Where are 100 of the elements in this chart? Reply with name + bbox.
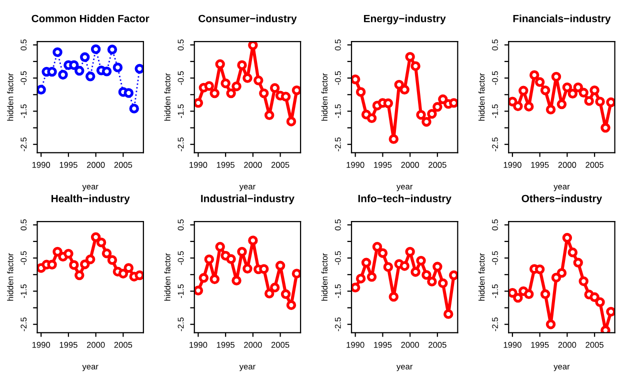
point: [102, 66, 112, 76]
y-tick-label: 0.5: [492, 39, 498, 50]
point: [74, 270, 84, 280]
point: [513, 292, 523, 303]
point: [194, 286, 204, 296]
point: [194, 98, 204, 108]
y-tick-label: -0.5: [20, 71, 27, 85]
point: [52, 47, 62, 58]
x-tick-label: 2000: [244, 162, 262, 168]
point: [220, 78, 230, 88]
point: [96, 238, 106, 248]
point: [578, 88, 588, 98]
chart-title: Industrial−industry: [201, 194, 294, 204]
point: [400, 261, 410, 271]
point: [52, 246, 62, 257]
x-tick-label: 2000: [86, 162, 105, 168]
point: [210, 88, 220, 98]
point: [562, 82, 572, 92]
y-tick-label: -1.5: [178, 104, 184, 118]
point: [259, 264, 269, 274]
point: [388, 292, 399, 302]
point: [248, 236, 258, 246]
point: [388, 134, 399, 144]
y-axis-title: hidden factor: [164, 73, 170, 121]
x-tick-label: 2005: [586, 162, 604, 168]
y-tick-label: -1.5: [492, 284, 498, 298]
point: [118, 268, 128, 278]
point: [540, 289, 550, 300]
y-tick-label: -2.5: [334, 138, 341, 152]
x-tick-label: 2000: [244, 342, 262, 348]
x-tick-label: 2005: [586, 342, 604, 348]
point: [513, 101, 523, 112]
point: [410, 61, 420, 71]
y-tick-label: 0.5: [20, 219, 27, 230]
y-tick-label: -1.5: [335, 284, 341, 298]
point: [448, 98, 458, 108]
point: [422, 270, 432, 280]
point: [242, 264, 252, 274]
point: [546, 104, 556, 114]
y-tick-label: -2.5: [492, 318, 498, 332]
y-tick-label: -0.5: [492, 251, 498, 265]
x-tick-label: 2005: [428, 342, 446, 348]
point: [292, 268, 301, 278]
point: [204, 81, 214, 91]
point: [37, 84, 46, 95]
point: [69, 60, 79, 70]
x-axis-title: year: [82, 184, 98, 192]
point: [546, 319, 556, 330]
point: [237, 246, 247, 257]
point: [378, 248, 388, 258]
point: [85, 254, 96, 264]
point: [595, 297, 605, 307]
x-tick-label: 1995: [216, 342, 234, 348]
y-tick-label: -0.5: [334, 71, 341, 85]
point: [248, 42, 258, 50]
point: [129, 104, 139, 114]
y-tick-label: -0.5: [178, 71, 184, 85]
point: [198, 273, 209, 283]
x-tick-label: 2000: [86, 342, 105, 348]
x-tick-label: 1995: [531, 342, 549, 348]
point: [80, 259, 90, 270]
y-tick-label: -2.5: [20, 318, 27, 332]
point: [540, 85, 550, 96]
x-tick-label: 1995: [531, 162, 549, 168]
x-tick-label: 1990: [504, 342, 522, 348]
point: [444, 309, 454, 319]
x-tick-label: 2000: [558, 162, 576, 168]
point: [416, 256, 426, 266]
point: [80, 52, 90, 62]
point: [74, 66, 84, 76]
x-axis-title: year: [554, 364, 570, 372]
point: [556, 99, 567, 110]
point: [134, 270, 144, 280]
x-tick-label: 1990: [32, 342, 50, 348]
point: [112, 62, 123, 72]
point: [422, 116, 432, 127]
chart-title: Others−industry: [522, 194, 602, 204]
point: [134, 64, 144, 74]
y-tick-label: -0.5: [20, 251, 27, 265]
y-tick-label: -0.5: [334, 251, 341, 265]
x-tick-label: 1995: [374, 342, 392, 348]
point: [242, 73, 252, 83]
point: [584, 96, 594, 106]
x-axis-title: year: [82, 364, 98, 372]
point: [573, 82, 583, 92]
point: [361, 258, 372, 268]
chart-title: Consumer−industry: [198, 14, 297, 24]
y-axis-title: hidden factor: [7, 73, 14, 121]
x-axis-title: year: [396, 364, 413, 372]
x-tick-label: 1990: [32, 162, 50, 168]
point: [405, 52, 415, 62]
x-tick-label: 2000: [401, 342, 420, 348]
point: [438, 278, 448, 288]
point: [534, 77, 545, 87]
x-tick-label: 1995: [60, 162, 78, 168]
y-tick-label: 0.5: [334, 39, 341, 50]
y-tick-label: -0.5: [178, 251, 184, 265]
point: [47, 260, 57, 270]
x-tick-label: 1990: [190, 162, 208, 168]
point: [85, 72, 96, 82]
